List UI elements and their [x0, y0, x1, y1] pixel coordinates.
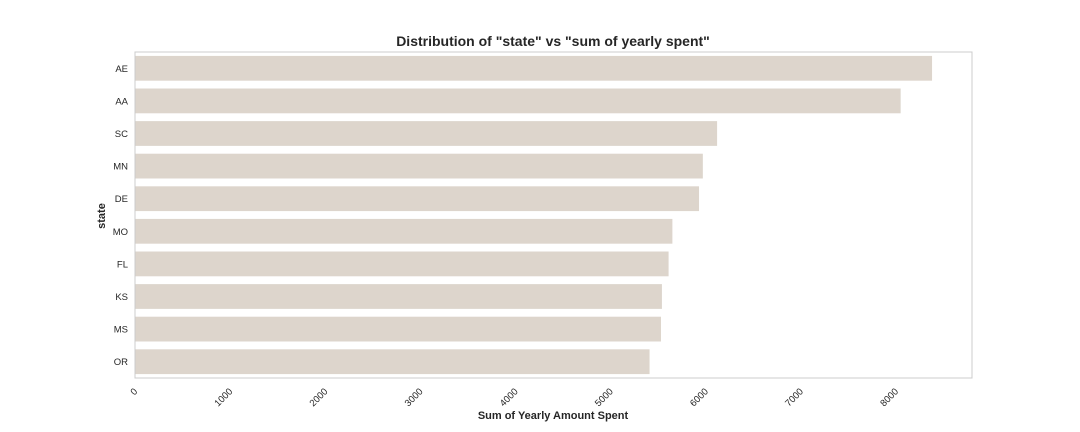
y-tick-label-ae: AE — [115, 64, 128, 75]
bar-mn — [135, 153, 703, 179]
y-tick-label-ms: MS — [114, 325, 128, 336]
x-tick-label-7000: 7000 — [783, 386, 806, 409]
bar-aa — [135, 88, 901, 114]
bar-or — [135, 349, 650, 375]
chart-title: Distribution of "state" vs "sum of yearl… — [396, 33, 710, 49]
x-tick-label-0: 0 — [129, 386, 141, 398]
x-tick-label-3000: 3000 — [403, 386, 426, 409]
x-tick-label-4000: 4000 — [498, 386, 521, 409]
x-tick-label-5000: 5000 — [593, 386, 616, 409]
x-tick-labels: 0 1000 2000 3000 4000 5000 6000 7000 8000 — [129, 386, 901, 409]
y-tick-label-ks: KS — [115, 292, 128, 303]
bar-de — [135, 186, 700, 212]
y-tick-label-fl: FL — [117, 259, 128, 270]
bar-mo — [135, 218, 673, 244]
y-tick-label-sc: SC — [115, 129, 128, 140]
x-tick-label-8000: 8000 — [878, 386, 901, 409]
y-tick-label-aa: AA — [115, 96, 128, 107]
y-tick-label-or: OR — [114, 357, 128, 368]
bars-group — [135, 55, 933, 375]
bar-sc — [135, 121, 718, 146]
y-tick-label-mo: MO — [113, 227, 128, 238]
plot-frame — [134, 51, 973, 379]
bar-ae — [135, 55, 933, 81]
y-tick-label-mn: MN — [113, 162, 128, 173]
bar-ms — [135, 316, 661, 342]
x-axis-label: Sum of Yearly Amount Spent — [478, 410, 629, 422]
x-tick-label-6000: 6000 — [688, 386, 711, 409]
x-tick-label-1000: 1000 — [213, 386, 236, 409]
x-tick-label-2000: 2000 — [308, 386, 331, 409]
bar-ks — [135, 284, 662, 309]
y-axis-label: state — [96, 203, 108, 229]
bar-fl — [135, 251, 669, 277]
y-tick-labels: AE AA SC MN DE MO FL KS MS OR — [113, 64, 129, 368]
y-tick-label-de: DE — [115, 194, 128, 205]
